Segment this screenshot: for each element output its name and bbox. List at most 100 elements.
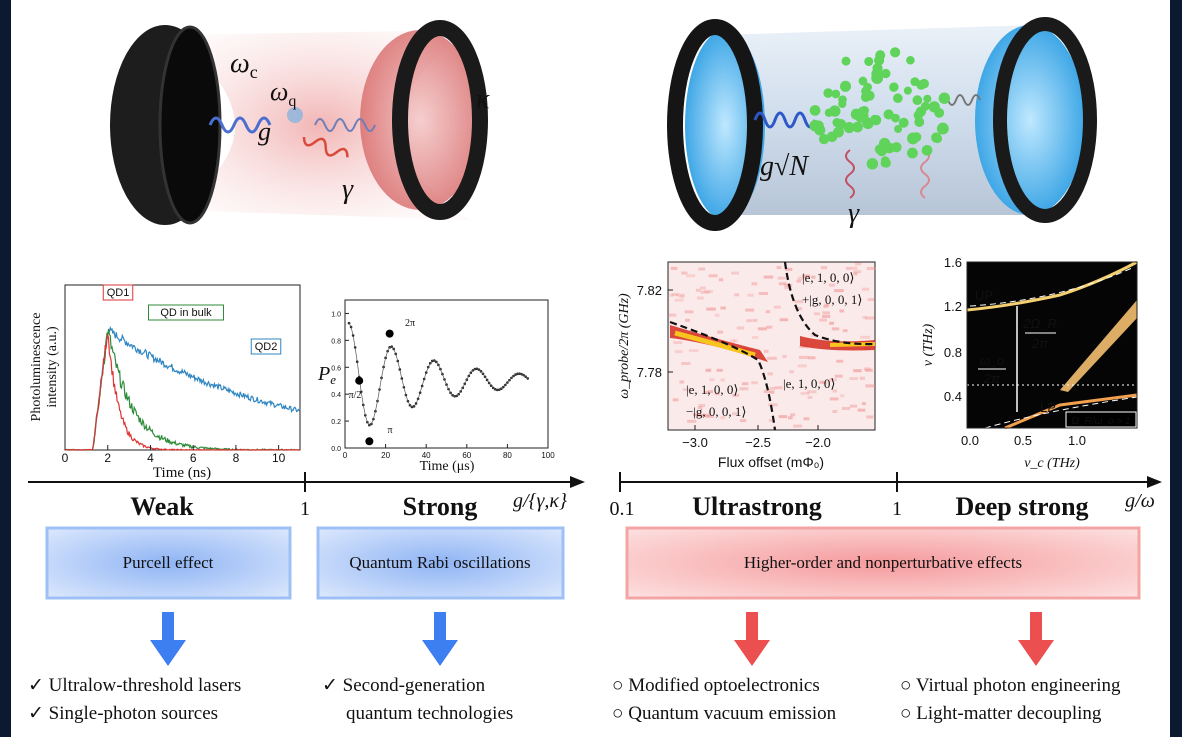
- x-label: Time (ns): [153, 465, 211, 481]
- noise: [698, 268, 705, 271]
- noise: [686, 274, 695, 277]
- y-tick-label: 1.6: [944, 255, 962, 270]
- noise: [779, 415, 787, 418]
- y-tick-label: 0.2: [331, 419, 341, 426]
- noise: [836, 360, 843, 363]
- marker: [365, 437, 373, 445]
- noise: [821, 266, 827, 269]
- noise: [766, 326, 772, 329]
- noise: [716, 369, 722, 372]
- noise: [774, 306, 781, 309]
- axis-title: g/ω: [1125, 490, 1155, 512]
- noise: [745, 309, 754, 312]
- legend-entry: QD2: [255, 341, 278, 353]
- noise: [793, 425, 802, 428]
- noise: [866, 415, 873, 418]
- noise: [770, 391, 775, 394]
- atom: [916, 106, 926, 116]
- x-tick-label: 20: [381, 451, 390, 460]
- atom: [882, 158, 891, 167]
- noise: [715, 314, 720, 317]
- atom: [861, 92, 871, 102]
- noise: [751, 381, 757, 384]
- label: ω_o: [980, 353, 1005, 368]
- atom: [912, 95, 922, 105]
- noise: [862, 402, 866, 405]
- y-tick-label: 1.0: [331, 311, 341, 318]
- annotation: π: [387, 425, 392, 436]
- noise: [822, 311, 830, 314]
- noise: [835, 375, 843, 378]
- noise: [855, 262, 862, 265]
- figure: ωc ωq g κ γ g√N γ 0246810QD1QD in bulkQD…: [0, 0, 1182, 737]
- page: ωc ωq g κ γ g√N γ 0246810QD1QD in bulkQD…: [0, 0, 1182, 737]
- box-label: Higher-order and nonperturbative effects: [744, 553, 1022, 572]
- noise: [814, 312, 820, 315]
- atom: [937, 123, 949, 135]
- label: LP: [1040, 400, 1056, 415]
- noise: [709, 378, 714, 381]
- noise: [866, 384, 875, 387]
- noise: [681, 362, 690, 365]
- x-tick-label: −2.5: [745, 435, 771, 450]
- noise: [778, 277, 786, 280]
- noise: [700, 287, 706, 290]
- noise: [717, 331, 723, 334]
- axis-tick-label: 0.1: [610, 498, 635, 520]
- noise: [796, 280, 801, 283]
- atom: [852, 122, 863, 133]
- x-tick-label: 4: [147, 451, 154, 465]
- atom: [857, 110, 869, 122]
- kappa-label: κ: [476, 84, 490, 115]
- noise: [775, 386, 783, 389]
- noise: [853, 270, 861, 273]
- noise: [747, 294, 753, 297]
- application: ○ Light-matter decoupling: [900, 703, 1102, 724]
- noise: [705, 369, 710, 372]
- atom: [931, 103, 940, 112]
- x-label: Flux offset (mΦ₀): [718, 454, 824, 470]
- cavity-weak: [110, 25, 480, 225]
- noise: [740, 419, 746, 422]
- atom: [823, 88, 833, 98]
- noise: [862, 288, 869, 291]
- atom: [883, 144, 891, 152]
- y-label: Photoluminescence: [29, 313, 44, 422]
- noise: [804, 417, 810, 420]
- noise: [843, 329, 848, 332]
- atom: [891, 114, 900, 123]
- noise: [672, 293, 679, 296]
- noise: [737, 327, 744, 330]
- noise: [681, 272, 687, 275]
- noise: [687, 420, 696, 423]
- atom: [863, 83, 872, 92]
- noise: [819, 319, 827, 322]
- noise: [822, 315, 830, 318]
- atom: [814, 125, 825, 136]
- label: 2π: [983, 371, 1000, 386]
- application: ✓ Ultralow-threshold lasers: [28, 675, 241, 696]
- coupling-label: g√N: [760, 151, 809, 182]
- noise: [764, 390, 770, 393]
- noise: [696, 289, 701, 292]
- noise: [697, 297, 704, 300]
- y-label: ν (THz): [921, 323, 936, 366]
- noise: [867, 267, 876, 270]
- x-tick-label: 0.0: [961, 433, 979, 448]
- x-tick-label: 0.5: [1014, 433, 1032, 448]
- noise: [673, 398, 679, 401]
- legend-entry: QD in bulk: [160, 307, 212, 319]
- noise: [758, 327, 767, 330]
- annotation: 2π: [405, 318, 415, 329]
- noise: [685, 310, 694, 313]
- x-tick-label: 100: [541, 451, 555, 460]
- application: ○ Quantum vacuum emission: [612, 703, 837, 724]
- noise: [746, 319, 752, 322]
- noise: [801, 392, 810, 395]
- annotation: +|g, 0, 0, 1⟩: [802, 292, 863, 307]
- noise: [849, 377, 858, 380]
- atom: [890, 47, 900, 57]
- annotation: |e, 1, 0, 0⟩: [783, 376, 835, 391]
- atom: [810, 105, 821, 116]
- noise: [751, 282, 757, 285]
